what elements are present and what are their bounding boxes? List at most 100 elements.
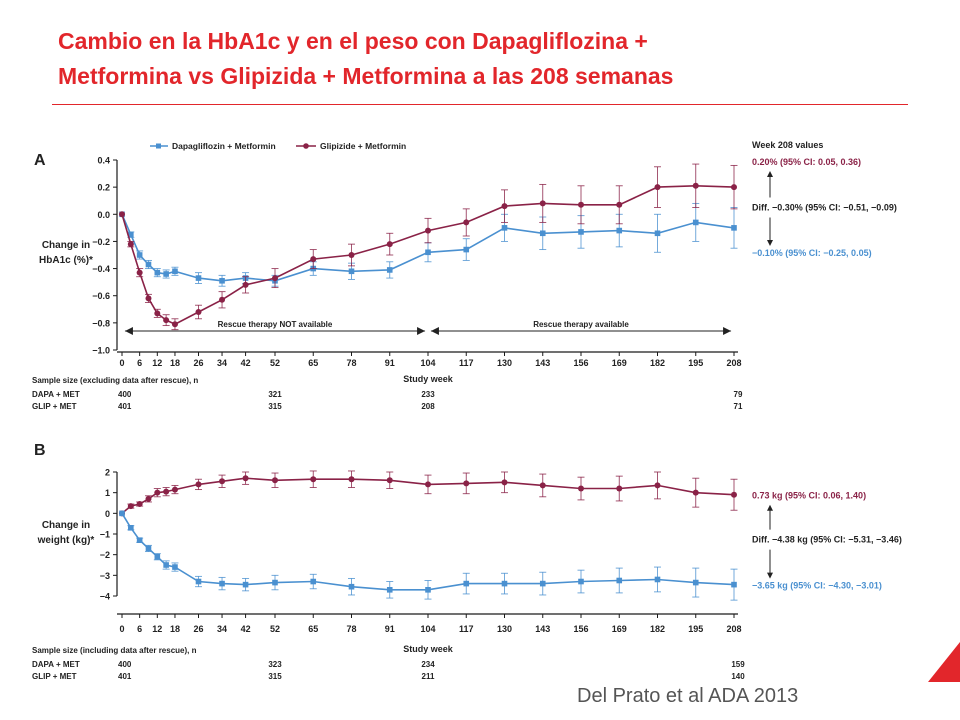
series-dapa [119,202,738,287]
legend-label-dapa: Dapagliflozin + Metformin [172,141,276,151]
data-point-dapa [539,580,546,587]
data-point-glip [463,480,470,487]
data-point-dapa [310,578,317,585]
y-tick-label: −0.4 [92,264,110,274]
x-tick-label: 78 [346,358,356,368]
y-tick-label: −2 [100,550,110,560]
x-tick-label: 34 [217,624,227,634]
data-point-dapa [348,583,355,590]
y-tick-label: −1 [100,530,110,540]
data-point-dapa [172,564,178,570]
panel-label: B [34,442,46,459]
sample-size-value: 79 [734,390,743,399]
data-point-glip [386,477,393,484]
y-tick-label: 0.0 [97,210,110,220]
data-point-dapa [195,578,202,585]
data-point-glip [127,503,134,510]
data-point-glip [578,485,584,492]
x-tick-label: 169 [612,624,627,634]
arrowhead [723,327,732,335]
arrowhead [767,572,773,579]
data-point-glip [310,256,317,263]
data-point-dapa [154,553,161,560]
sample-size-row-label: GLIP + MET [32,402,77,411]
data-point-glip [163,488,170,495]
sample-size-value: 401 [118,402,132,411]
sample-size-row-label: DAPA + MET [32,390,80,399]
data-point-glip [425,481,431,488]
sample-size-value: 234 [421,660,435,669]
x-tick-label: 156 [573,624,588,634]
panel-label: A [34,152,46,169]
data-point-dapa [731,581,737,588]
data-point-dapa [463,246,470,253]
data-point-glip [310,476,317,483]
x-axis-title: Study week [403,374,454,384]
data-point-dapa [654,230,661,237]
x-tick-label: 91 [385,358,395,368]
week-208-header: Week 208 values [752,140,823,150]
title-divider [52,104,908,105]
decorative-red-corner [928,632,960,682]
y-tick-label: −3 [100,571,110,581]
y-tick-label: −0.2 [92,237,110,247]
data-point-dapa [425,587,431,593]
x-tick-label: 26 [193,624,203,634]
sample-size-table: Sample size (excluding data after rescue… [32,376,743,411]
data-point-dapa [616,227,623,234]
x-tick-label: 195 [688,624,703,634]
arrowhead [417,327,426,335]
data-point-glip [136,269,143,276]
data-point-glip [145,295,152,302]
x-tick-label: 6 [137,624,142,634]
x-tick-label: 34 [217,358,227,368]
data-point-glip [731,491,737,498]
x-tick-label: 65 [308,358,318,368]
slide-title-line-2: Metformina vs Glipizida + Metformina a l… [58,63,674,89]
sample-size-value: 211 [422,672,435,681]
sample-size-value: 315 [268,672,282,681]
y-tick-label: −4 [100,592,110,602]
legend-marker-dapa [156,143,161,149]
data-point-glip [654,482,661,489]
sample-size-value: 233 [421,390,435,399]
x-tick-label: 18 [170,624,180,634]
data-point-dapa [616,577,623,584]
series-dapa [119,510,738,601]
data-point-dapa [128,231,134,238]
week-208-values: 0.73 kg (95% CI: 0.06, 1.40) Diff. −4.38 … [752,491,902,591]
data-point-glip [242,281,249,288]
data-point-glip [272,477,278,484]
data-point-glip [136,501,143,508]
data-point-glip [145,495,152,502]
data-point-glip [219,478,226,485]
legend-marker-glip [303,143,309,149]
data-point-glip [616,201,623,208]
y-tick-label: −0.6 [92,291,110,301]
legend-label-glip: Glipizide + Metformin [320,141,406,151]
sample-size-value: 323 [268,660,282,669]
x-tick-label: 104 [420,358,435,368]
data-point-dapa [163,562,169,568]
data-point-dapa [501,225,508,231]
y-axis-label: HbA1c (%)* [39,255,93,266]
data-point-dapa [136,252,143,258]
data-point-dapa [145,545,152,552]
slide-title: Cambio en la HbA1c y en el peso con Dapa… [58,24,938,94]
x-tick-label: 42 [241,624,251,634]
data-point-glip [154,489,161,496]
glip-week208-value: 0.20% (95% CI: 0.05, 0.36) [752,157,861,167]
data-point-dapa [242,581,249,588]
series-glip [119,470,738,517]
data-point-glip [171,321,178,328]
data-point-dapa [731,225,737,231]
data-point-dapa [692,219,699,226]
data-point-dapa [539,230,546,237]
data-point-glip [654,184,661,191]
x-tick-label: 143 [535,358,550,368]
x-tick-label: 42 [241,358,251,368]
data-point-glip [501,479,508,486]
data-point-dapa [386,587,393,593]
sample-size-table: Sample size (including data after rescue… [32,646,745,681]
sample-size-value: 401 [118,672,132,681]
